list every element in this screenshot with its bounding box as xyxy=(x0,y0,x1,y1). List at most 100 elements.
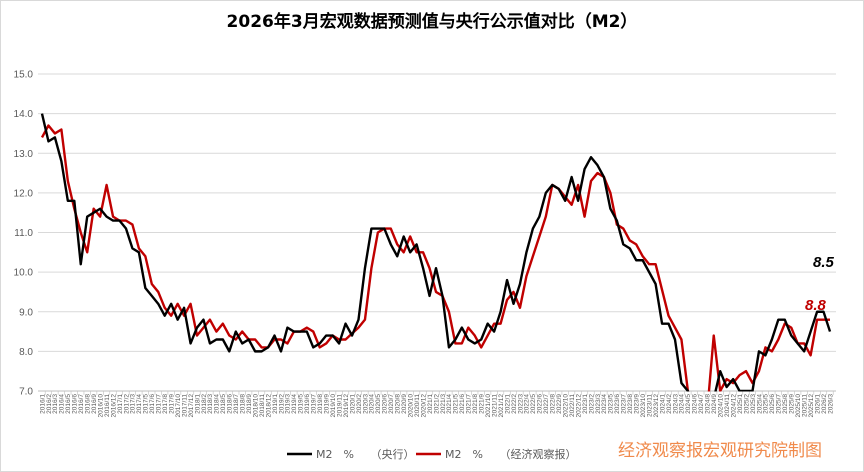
x-tick-label: 2020/6 xyxy=(382,394,389,414)
x-tick-label: 2020/4 xyxy=(369,394,376,414)
x-tick-label: 2020/2 xyxy=(356,394,363,414)
series-forecast-end-label: 8.8 xyxy=(805,297,827,314)
x-tick-label: 2021/7 xyxy=(466,394,473,414)
x-tick-label: 2026/3 xyxy=(827,394,834,414)
x-tick-label: 2020/3 xyxy=(362,394,369,414)
x-tick-label: 2023/6 xyxy=(614,394,621,414)
x-tick-label: 2025/9 xyxy=(789,394,796,414)
x-tick-label: 2017/5 xyxy=(143,394,150,414)
x-tick-label: 2016/9 xyxy=(91,394,98,414)
x-tick-label: 2022/6 xyxy=(537,394,544,414)
x-tick-label: 2019/12 xyxy=(343,394,350,418)
x-tick-label: 2022/8 xyxy=(550,394,557,414)
legend-label-forecast: M2 % （经济观察报） xyxy=(445,447,576,461)
x-tick-label: 2016/7 xyxy=(78,394,85,414)
x-tick-label: 2026/1 xyxy=(814,394,821,414)
x-tick-label: 2016/10 xyxy=(97,394,104,418)
x-tick-label: 2024/9 xyxy=(711,394,718,414)
x-tick-label: 2016/2 xyxy=(46,394,53,414)
x-tick-label: 2021/9 xyxy=(479,394,486,414)
x-tick-label: 2021/8 xyxy=(472,394,479,414)
x-tick-label: 2025/6 xyxy=(769,394,776,414)
x-tick-label: 2023/1 xyxy=(582,394,589,414)
x-tick-label: 2024/12 xyxy=(730,394,737,418)
legend: M2 % （央行） M2 % （经济观察报） xyxy=(287,447,576,461)
x-tick-label: 2021/3 xyxy=(440,394,447,414)
x-tick-label: 2018/9 xyxy=(246,394,253,414)
x-tick-label: 2019/2 xyxy=(278,394,285,414)
x-tick-label: 2024/8 xyxy=(705,394,712,414)
x-tick-label: 2024/1 xyxy=(659,394,666,414)
x-tick-label: 2018/6 xyxy=(227,394,234,414)
x-tick-label: 2017/7 xyxy=(156,394,163,414)
x-tick-label: 2019/3 xyxy=(285,394,292,414)
x-tick-label: 2020/8 xyxy=(395,394,402,414)
x-tick-label: 2021/6 xyxy=(459,394,466,414)
x-tick-label: 2023/5 xyxy=(608,394,615,414)
x-tick-label: 2017/3 xyxy=(130,394,137,414)
y-tick-label: 7.0 xyxy=(19,387,33,398)
x-tick-label: 2019/11 xyxy=(336,394,343,417)
x-tick-label: 2017/9 xyxy=(168,394,175,414)
x-tick-label: 2021/5 xyxy=(453,394,460,414)
x-tick-label: 2016/4 xyxy=(59,394,66,414)
x-tick-label: 2017/12 xyxy=(188,394,195,418)
x-tick-label: 2016/12 xyxy=(110,394,117,418)
x-tick-label: 2022/10 xyxy=(562,394,569,418)
x-tick-label: 2022/2 xyxy=(511,394,518,414)
x-tick-label: 2019/5 xyxy=(298,394,305,414)
x-tick-label: 2017/10 xyxy=(175,394,182,418)
x-tick-label: 2016/3 xyxy=(52,394,59,414)
x-tick-label: 2022/12 xyxy=(575,394,582,418)
x-tick-label: 2019/9 xyxy=(323,394,330,414)
y-tick-label: 10.0 xyxy=(14,268,34,279)
x-tick-label: 2021/11 xyxy=(491,394,498,417)
x-tick-label: 2025/12 xyxy=(808,394,815,418)
x-tick-label: 2018/8 xyxy=(240,394,247,414)
x-tick-label: 2025/1 xyxy=(737,394,744,414)
x-tick-label: 2024/7 xyxy=(698,394,705,414)
x-tick-label: 2018/2 xyxy=(201,394,208,414)
x-tick-label: 2018/10 xyxy=(252,394,259,418)
x-tick-label: 2025/5 xyxy=(763,394,770,414)
x-tick-label: 2019/4 xyxy=(291,394,298,414)
x-tick-label: 2016/11 xyxy=(104,394,111,417)
x-tick-label: 2019/6 xyxy=(304,394,311,414)
x-tick-label: 2022/9 xyxy=(556,394,563,414)
y-tick-label: 11.0 xyxy=(14,228,33,239)
x-tick-label: 2020/10 xyxy=(407,394,414,418)
x-tick-label: 2018/1 xyxy=(194,394,201,414)
x-tick-label: 2017/2 xyxy=(123,394,130,414)
x-tick-label: 2021/10 xyxy=(485,394,492,418)
x-tick-label: 2020/1 xyxy=(349,394,356,414)
x-tick-label: 2017/11 xyxy=(181,394,188,417)
x-tick-label: 2023/2 xyxy=(588,394,595,414)
x-tick-label: 2023/9 xyxy=(634,394,641,414)
y-tick-label: 9.0 xyxy=(19,307,33,318)
x-tick-label: 2018/3 xyxy=(207,394,214,414)
x-tick-label: 2018/11 xyxy=(259,394,266,417)
legend-label-central-bank: M2 % （央行） xyxy=(316,448,414,461)
x-tick-label: 2018/7 xyxy=(233,394,240,414)
x-tick-label: 2022/3 xyxy=(517,394,524,414)
x-tick-label: 2025/10 xyxy=(795,394,802,418)
x-tick-label: 2019/10 xyxy=(330,394,337,418)
x-tick-label: 2022/4 xyxy=(524,394,531,414)
x-tick-label: 2025/8 xyxy=(782,394,789,414)
x-tick-label: 2023/10 xyxy=(640,394,647,418)
x-tick-label: 2023/8 xyxy=(627,394,634,414)
y-tick-label: 12.0 xyxy=(14,188,34,199)
y-tick-label: 14.0 xyxy=(14,109,34,120)
x-axis xyxy=(38,390,836,395)
x-tick-label: 2016/8 xyxy=(85,394,92,414)
x-tick-label: 2021/12 xyxy=(498,394,505,418)
series-central-bank-end-label: 8.5 xyxy=(813,254,835,271)
y-tick-label: 13.0 xyxy=(14,149,34,160)
x-tick-label: 2025/7 xyxy=(776,394,783,414)
x-tick-label: 2022/11 xyxy=(569,394,576,417)
watermark: 经济观察报宏观研究院制图 xyxy=(618,441,822,461)
x-tick-label: 2024/5 xyxy=(685,394,692,414)
x-tick-label: 2026/2 xyxy=(821,394,828,414)
x-tick-label: 2020/11 xyxy=(414,394,421,417)
x-axis-tick-labels: 2016/1 2016/2 2016/3 2016/4 2016/5 2016/6 2016… xyxy=(39,394,834,418)
